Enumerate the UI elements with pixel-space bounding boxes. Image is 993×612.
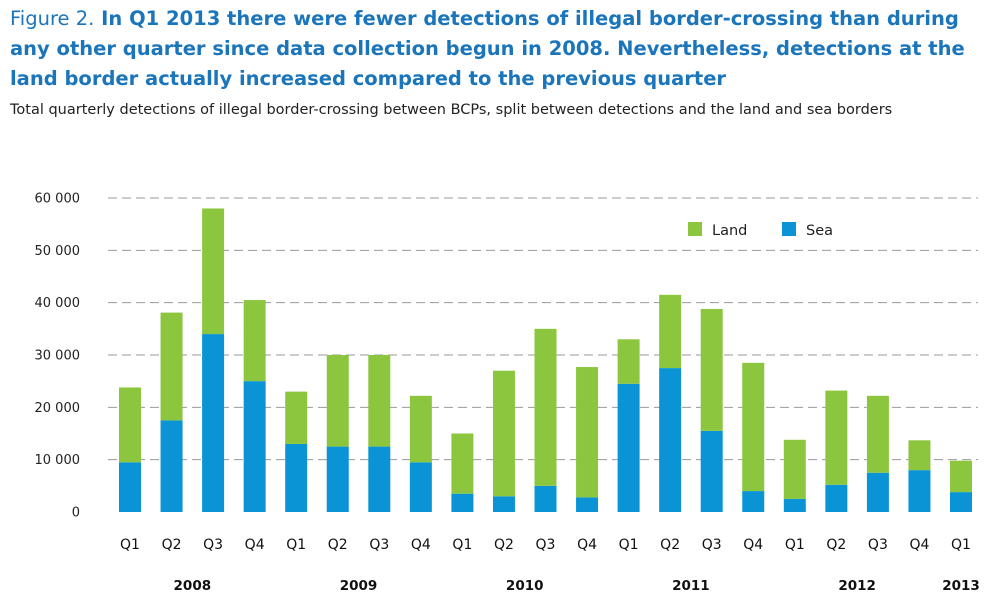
x-tick-label: Q3 [868,537,888,553]
bar-sea [908,470,931,512]
x-tick-label: Q4 [245,537,265,553]
year-label: 2011 [672,578,710,594]
bar-land [950,460,972,493]
x-tick-label: Q3 [369,537,389,553]
bar-sea [659,368,682,512]
x-tick-label: Q4 [909,537,929,553]
bar-land [866,395,889,473]
bar-land [908,440,931,471]
year-label: 2009 [340,578,378,594]
bar-sea [576,497,599,512]
bar-land [326,355,349,447]
y-tick-label: 30 000 [35,349,81,364]
y-tick-label: 20 000 [35,401,81,416]
bar-sea [742,491,765,512]
y-tick-label: 10 000 [35,453,81,468]
title-block: Figure 2. In Q1 2013 there were fewer de… [10,4,985,120]
bar-sea [825,484,848,512]
bar-sea [451,493,474,512]
bar-land [742,362,765,492]
legend-swatch-land [688,222,702,236]
year-label: 2013 [942,578,980,594]
bar-land [285,391,308,444]
bar-sea [866,472,889,512]
x-tick-label: Q2 [328,537,348,553]
bar-land [368,355,391,447]
bar-land [409,395,432,463]
bar-sea [534,485,557,512]
bar-sea [783,498,806,512]
bar-land [451,433,474,494]
bar-sea [160,420,183,512]
bar-land [659,294,682,369]
bar-land [576,367,599,498]
bar-land [534,328,557,486]
x-tick-label: Q1 [452,537,472,553]
x-tick-label: Q3 [203,537,223,553]
bar-sea [368,446,391,512]
x-tick-label: Q2 [162,537,182,553]
x-tick-label: Q4 [411,537,431,553]
bar-land [783,439,806,499]
bar-land [243,300,266,382]
legend-label-sea: Sea [806,223,833,239]
bar-land [825,390,848,485]
bar-sea [617,383,640,512]
x-tick-label: Q1 [951,537,971,553]
bar-sea [119,462,141,512]
bar-land [160,312,183,421]
bar-sea [409,462,432,512]
year-label: 2008 [174,578,212,594]
x-tick-label: Q1 [785,537,805,553]
y-tick-label: 60 000 [35,192,81,207]
x-tick-label: Q2 [660,537,680,553]
bar-sea [285,443,308,512]
figure-subtitle: Total quarterly detections of illegal bo… [10,102,893,118]
bar-sea [492,496,515,512]
x-tick-label: Q2 [494,537,514,553]
y-tick-label: 0 [72,506,80,521]
bar-land [202,208,225,335]
legend-swatch-sea [782,222,796,236]
bar-sea [700,430,723,512]
figure-label: Figure 2. [10,7,95,30]
bar-sea [202,334,225,512]
x-tick-label: Q2 [826,537,846,553]
x-tick-label: Q4 [577,537,597,553]
x-tick-label: Q3 [702,537,722,553]
y-tick-label: 40 000 [35,296,81,311]
bar-land [700,308,723,431]
year-label: 2010 [506,578,544,594]
year-label: 2012 [838,578,876,594]
bar-sea [243,381,266,512]
x-tick-label: Q1 [619,537,639,553]
bar-land [492,370,515,497]
x-tick-label: Q1 [286,537,306,553]
figure-title-text: In Q1 2013 there were fewer detections o… [10,7,965,90]
legend-label-land: Land [712,223,747,239]
bar-land [119,387,141,463]
x-tick-label: Q3 [536,537,556,553]
bar-sea [326,446,349,512]
y-tick-label: 50 000 [35,244,81,259]
bar-land [617,339,640,384]
x-tick-label: Q4 [743,537,763,553]
figure-title: Figure 2. In Q1 2013 there were fewer de… [10,4,985,94]
bar-sea [950,492,972,512]
x-tick-label: Q1 [120,537,140,553]
